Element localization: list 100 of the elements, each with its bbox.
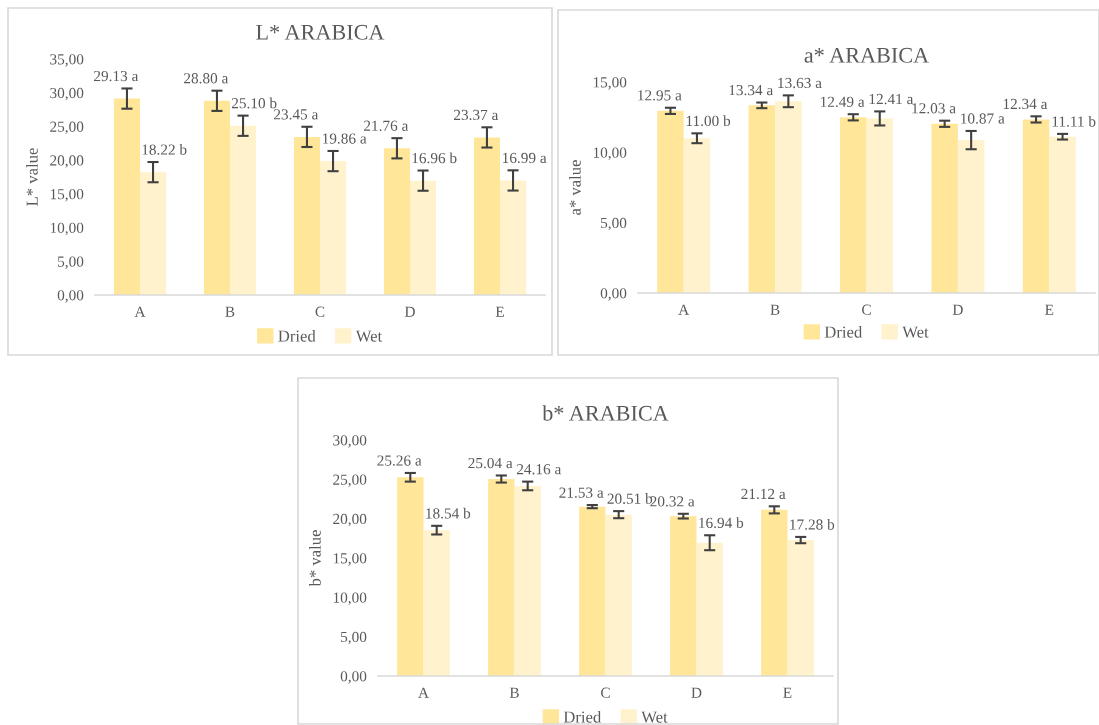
x-tick-label: C (601, 687, 610, 698)
y-tick-label: 10,00 (593, 147, 627, 160)
x-tick-label: D (404, 306, 415, 317)
y-tick-label: 15,00 (593, 77, 627, 90)
bar (397, 477, 424, 676)
data-label: 18.22 b (142, 144, 187, 155)
data-label: 12.49 a (820, 96, 865, 108)
y-tick-label: 0,00 (57, 290, 84, 303)
data-label: 23.37 a (454, 109, 499, 121)
bar (473, 137, 500, 295)
legend-label: Dried (824, 325, 863, 338)
y-tick-label: 30,00 (50, 87, 84, 101)
data-label: 21.53 a (559, 487, 604, 498)
y-tick-label: 25,00 (50, 121, 84, 135)
legend-label: Dried (563, 710, 602, 723)
x-tick-label: C (862, 304, 871, 315)
data-label: 23.45 a (274, 109, 319, 120)
data-label: 13.34 a (729, 85, 774, 96)
data-label: 12.34 a (1003, 98, 1048, 110)
data-label: 10.87 a (961, 113, 1005, 124)
data-label: 21.12 a (741, 488, 786, 500)
data-label: 20.51 b (607, 493, 653, 504)
data-label: 12.41 a (869, 93, 914, 105)
y-tick-label: 15,00 (333, 553, 367, 566)
bar (761, 509, 788, 676)
x-tick-label: B (770, 304, 780, 315)
y-tick-label: 15,00 (50, 189, 84, 202)
bar (775, 101, 802, 293)
data-label: 25.10 b (231, 97, 277, 109)
bar (683, 138, 711, 293)
y-tick-label: 10,00 (333, 592, 367, 605)
y-tick-label: 10,00 (50, 222, 84, 236)
y-tick-label: 25,00 (333, 474, 367, 487)
bar (320, 161, 347, 295)
data-label: 25.26 a (377, 455, 422, 466)
x-tick-label: D (691, 687, 702, 698)
legend-label: Wet (641, 711, 668, 723)
bar (839, 117, 867, 293)
x-tick-label: D (952, 304, 963, 315)
x-tick-label: A (418, 687, 429, 698)
data-label: 18.54 b (426, 507, 471, 519)
x-tick-label: B (509, 687, 519, 698)
bar (1022, 119, 1050, 293)
bar (383, 148, 410, 295)
x-tick-label: E (783, 687, 792, 698)
bar (140, 172, 167, 295)
y-axis-title: L* value (26, 148, 38, 206)
y-axis-title: b* value (309, 530, 321, 587)
data-label: 25.04 a (468, 457, 513, 469)
y-tick-label: 5,00 (341, 631, 367, 645)
x-tick-label: E (1045, 304, 1054, 315)
y-tick-label: 35,00 (50, 54, 84, 67)
bar (514, 485, 541, 676)
bar (866, 118, 894, 293)
data-label: 29.13 a (94, 70, 139, 82)
legend-label: Wet (355, 330, 383, 342)
bar (657, 110, 684, 293)
data-label: 12.95 a (638, 90, 682, 101)
y-tick-label: 0,00 (340, 671, 367, 684)
bar (670, 516, 697, 676)
y-tick-label: 5,00 (601, 217, 627, 231)
y-tick-label: 30,00 (333, 435, 367, 448)
data-label: 11.11 b (1052, 115, 1096, 127)
data-label: 24.16 a (516, 464, 562, 475)
x-tick-label: B (225, 306, 235, 317)
data-label: 16.99 a (503, 152, 547, 164)
chart-title: L* ARABICA (256, 24, 385, 40)
bar (696, 542, 723, 676)
bar (748, 105, 776, 293)
bar (931, 123, 958, 293)
data-label: 11.00 b (686, 115, 731, 127)
legend-label: Wet (902, 326, 929, 338)
legend-label: Dried (278, 329, 316, 342)
x-tick-label: A (134, 306, 146, 317)
bar (410, 180, 437, 295)
y-tick-label: 20,00 (50, 155, 84, 168)
bar (787, 540, 814, 676)
bar (500, 180, 527, 295)
data-label: 28.80 a (184, 73, 229, 84)
data-label: 21.76 a (364, 120, 409, 131)
data-label: 20.32 a (650, 496, 695, 507)
bar (488, 479, 515, 676)
bar (957, 140, 985, 293)
x-tick-label: A (678, 304, 690, 315)
bar (579, 506, 606, 676)
chart-title: a* ARABICA (804, 47, 929, 63)
bar (230, 125, 257, 295)
y-tick-label: 20,00 (333, 513, 367, 527)
data-label: 16.94 b (699, 517, 744, 529)
chart-title: b* ARABICA (542, 405, 669, 421)
x-tick-label: C (315, 306, 325, 317)
bar (1049, 136, 1076, 293)
bar (605, 514, 632, 676)
bar (423, 530, 450, 676)
data-label: 16.96 b (412, 152, 457, 164)
bar (203, 100, 230, 295)
y-tick-label: 0,00 (600, 288, 627, 301)
y-tick-label: 5,00 (58, 256, 84, 269)
x-tick-label: E (495, 306, 504, 317)
data-label: 17.28 b (790, 518, 835, 530)
